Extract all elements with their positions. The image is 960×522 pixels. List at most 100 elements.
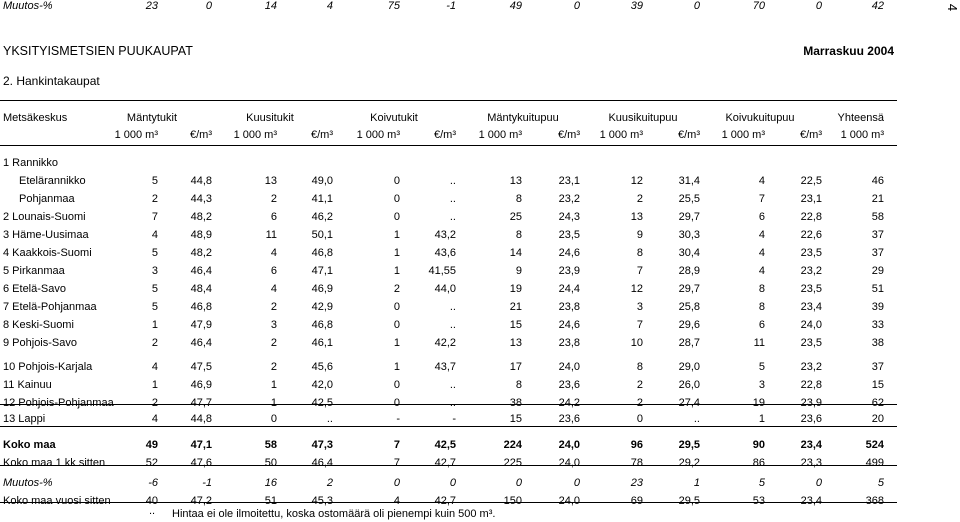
table-cell: 5 bbox=[758, 477, 765, 489]
table-cell: 23 bbox=[145, 0, 158, 12]
table-cell: 23,1 bbox=[800, 193, 822, 205]
table-cell: 25 bbox=[509, 211, 522, 223]
table-cell: 39 bbox=[630, 0, 643, 12]
table-cell: 0 bbox=[393, 477, 400, 489]
table-cell: 4 bbox=[151, 229, 158, 241]
table-cell: 75 bbox=[387, 0, 400, 12]
column-unit-header: 1 000 m³ bbox=[478, 129, 522, 141]
row-label: Pohjanmaa bbox=[19, 193, 75, 205]
table-cell: 49,0 bbox=[311, 175, 333, 187]
row-label: Koko maa 1 kk sitten bbox=[3, 457, 106, 469]
table-cell: 45,3 bbox=[311, 495, 333, 507]
row-label: Koko maa vuosi sitten bbox=[3, 495, 111, 507]
table-cell: 150 bbox=[503, 495, 522, 507]
table-cell: 8 bbox=[636, 247, 643, 259]
table-cell: 4 bbox=[758, 247, 765, 259]
table-cell: 23,4 bbox=[800, 301, 822, 313]
table-cell: 0 bbox=[393, 379, 400, 391]
table-cell: .. bbox=[449, 379, 456, 391]
table-cell: 4 bbox=[758, 265, 765, 277]
table-cell: 0 bbox=[393, 175, 400, 187]
table-cell: 10 bbox=[630, 337, 643, 349]
table-cell: 2 bbox=[270, 337, 277, 349]
table-cell: 24,0 bbox=[800, 319, 822, 331]
table-cell: 1 bbox=[758, 413, 765, 425]
table-cell: 4 bbox=[270, 247, 277, 259]
column-unit-header: 1 000 m³ bbox=[840, 129, 884, 141]
table-cell: 47,2 bbox=[190, 495, 212, 507]
table-cell: 46,4 bbox=[190, 337, 212, 349]
table-cell: 46,2 bbox=[311, 211, 333, 223]
row-label: 10 Pohjois-Karjala bbox=[3, 361, 93, 373]
table-cell: 0 bbox=[636, 413, 643, 425]
table-cell: 1 bbox=[393, 361, 400, 373]
row-label: 1 Rannikko bbox=[3, 157, 59, 169]
table-cell: 51 bbox=[871, 283, 884, 295]
table-cell: 40 bbox=[145, 495, 158, 507]
table-cell: 29,2 bbox=[678, 457, 700, 469]
table-cell: 11 bbox=[265, 229, 277, 241]
table-cell: 8 bbox=[515, 229, 522, 241]
table-cell: .. bbox=[449, 211, 456, 223]
table-cell: 90 bbox=[752, 439, 765, 451]
table-cell: 86 bbox=[752, 457, 765, 469]
table-cell: 7 bbox=[151, 211, 158, 223]
table-cell: .. bbox=[449, 397, 456, 409]
row-label: 11 Kainuu bbox=[3, 379, 52, 391]
table-cell: 23,5 bbox=[800, 247, 822, 259]
table-cell: 6 bbox=[758, 211, 765, 223]
table-cell: 2 bbox=[270, 193, 277, 205]
column-unit-header: €/m³ bbox=[434, 129, 456, 141]
table-cell: 37 bbox=[871, 247, 884, 259]
table-cell: 30,3 bbox=[678, 229, 700, 241]
table-cell: 43,2 bbox=[434, 229, 456, 241]
table-cell: 12 bbox=[630, 283, 643, 295]
rule-top bbox=[0, 100, 897, 101]
table-cell: - bbox=[452, 413, 456, 425]
table-cell: 0 bbox=[449, 477, 456, 489]
table-cell: 29,6 bbox=[678, 319, 700, 331]
column-unit-header: 1 000 m³ bbox=[356, 129, 400, 141]
table-cell: 23,6 bbox=[800, 413, 822, 425]
table-cell: 22,6 bbox=[800, 229, 822, 241]
row-label: 5 Pirkanmaa bbox=[3, 265, 65, 277]
table-cell: 368 bbox=[865, 495, 884, 507]
table-cell: 22,8 bbox=[800, 211, 822, 223]
table-cell: 42,7 bbox=[434, 495, 456, 507]
row-label: 12 Pohjois-Pohjanmaa bbox=[3, 397, 114, 409]
column-unit-header: 1 000 m³ bbox=[721, 129, 765, 141]
table-cell: 7 bbox=[393, 457, 400, 469]
table-cell: 19 bbox=[509, 283, 522, 295]
table-cell: 28,9 bbox=[678, 265, 700, 277]
table-cell: 0 bbox=[693, 0, 700, 12]
table-cell: 47,1 bbox=[190, 439, 212, 451]
column-group-header: Mäntytukit bbox=[126, 112, 178, 124]
table-cell: 33 bbox=[871, 319, 884, 331]
table-cell: 44,3 bbox=[190, 193, 212, 205]
table-cell: 0 bbox=[393, 397, 400, 409]
table-cell: 0 bbox=[393, 301, 400, 313]
column-unit-header: €/m³ bbox=[678, 129, 700, 141]
table-cell: 17 bbox=[509, 361, 522, 373]
table-cell: 5 bbox=[151, 301, 158, 313]
row-label: Muutos-% bbox=[3, 0, 53, 12]
table-cell: 499 bbox=[865, 457, 884, 469]
table-cell: 3 bbox=[151, 265, 158, 277]
table-cell: 1 bbox=[393, 337, 400, 349]
table-cell: 42,0 bbox=[311, 379, 333, 391]
table-cell: 15 bbox=[509, 413, 522, 425]
table-cell: 41,1 bbox=[311, 193, 333, 205]
table-cell: 5 bbox=[151, 175, 158, 187]
table-cell: 1 bbox=[393, 265, 400, 277]
table-cell: 2 bbox=[326, 477, 333, 489]
table-cell: 29,5 bbox=[678, 439, 700, 451]
table-cell: 48,2 bbox=[190, 211, 212, 223]
table-cell: 0 bbox=[573, 0, 580, 12]
table-cell: 8 bbox=[758, 301, 765, 313]
column-group-header: Mäntykuitupuu bbox=[487, 112, 559, 124]
table-cell: 48,2 bbox=[190, 247, 212, 259]
section-title: 2. Hankintakaupat bbox=[3, 74, 100, 88]
table-cell: 38 bbox=[509, 397, 522, 409]
table-cell: 43,7 bbox=[434, 361, 456, 373]
table-cell: 46,4 bbox=[190, 265, 212, 277]
